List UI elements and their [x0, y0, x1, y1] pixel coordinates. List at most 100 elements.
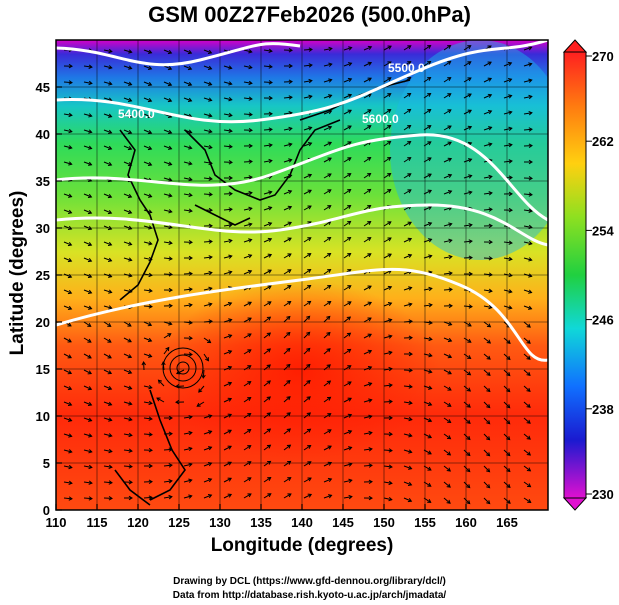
wind-arrow [463, 353, 471, 359]
wind-arrow [483, 465, 490, 473]
wind-arrowhead [486, 484, 491, 489]
wind-arrowhead [367, 77, 372, 82]
wind-arrowhead [208, 239, 213, 244]
wind-arrowhead [248, 80, 253, 86]
wind-arrow [443, 401, 452, 407]
wind-arrowhead [87, 322, 92, 327]
wind-arrowhead [67, 289, 73, 295]
wind-arrow [503, 401, 511, 408]
wind-arrow [403, 189, 412, 195]
wind-arrowhead [87, 273, 93, 279]
wind-arrow [363, 301, 372, 307]
wind-arrowhead [208, 223, 213, 229]
wind-arrow [323, 142, 332, 147]
wind-arrowhead [446, 451, 452, 456]
wind-arrowhead [447, 370, 452, 375]
wind-arrow [143, 496, 153, 499]
wind-arrowhead [508, 256, 513, 262]
wind-arrowhead [208, 255, 213, 260]
colorbar-tick-label: 262 [592, 134, 614, 149]
wind-arrowhead [67, 322, 72, 327]
wind-arrowhead [387, 237, 392, 242]
wind-arrow [403, 61, 411, 67]
wind-arrow [143, 225, 152, 229]
wind-arrowhead [488, 207, 493, 212]
wind-arrow [403, 417, 412, 421]
wind-arrow [63, 273, 72, 278]
wind-arrowhead [67, 370, 73, 375]
wind-arrow [443, 125, 452, 131]
wind-arrowhead [527, 46, 533, 51]
wind-arrowhead [347, 189, 352, 193]
wind-arrow [83, 353, 92, 359]
grid-lines [56, 40, 548, 510]
wind-arrow [223, 271, 232, 275]
wind-arrow [63, 257, 72, 262]
wind-arrow [383, 109, 391, 115]
wind-arrowhead [247, 429, 252, 433]
contour-label-5600: 5600.0 [362, 112, 399, 126]
wind-arrow [156, 397, 165, 403]
wind-arrowhead [427, 466, 432, 471]
wind-arrow [123, 369, 132, 374]
wind-arrowhead [427, 482, 432, 487]
wind-arrow [263, 128, 273, 131]
wind-arrowhead [247, 365, 252, 370]
wind-arrowhead [427, 44, 432, 49]
wind-arrow [303, 301, 311, 307]
wind-arrow [343, 463, 352, 467]
wind-arrowhead [348, 446, 353, 451]
wind-arrowhead [188, 320, 193, 325]
wind-arrow [303, 48, 313, 51]
wind-arrowhead [427, 141, 432, 146]
wind-arrowhead [428, 369, 433, 374]
wind-arrowhead [308, 63, 313, 68]
wind-arrow [443, 497, 451, 504]
wind-arrow [303, 95, 312, 99]
wind-arrowhead [508, 289, 513, 294]
wind-arrow [83, 129, 92, 133]
wind-arrow [103, 209, 112, 214]
wind-arrow [443, 433, 451, 440]
wind-arrowhead [506, 436, 511, 441]
wind-arrow [123, 433, 132, 436]
wind-arrowhead [447, 141, 452, 146]
wind-arrow [463, 465, 471, 472]
wind-arrowhead [228, 334, 233, 339]
wind-arrowhead [368, 463, 373, 468]
wind-arrow [303, 396, 311, 403]
wind-arrow [263, 380, 271, 387]
wind-arrowhead [486, 355, 491, 360]
wind-arrowhead [87, 193, 93, 199]
wind-arrow [383, 125, 391, 131]
wind-arrow [463, 224, 472, 227]
wind-arrowhead [508, 126, 513, 132]
wind-arrow [203, 320, 213, 323]
wind-arrow [243, 207, 252, 211]
wind-arrow [323, 126, 332, 131]
wind-arrowhead [268, 80, 273, 85]
wind-arrowhead [327, 301, 332, 305]
wind-arrowhead [328, 46, 333, 52]
wind-arrowhead [526, 467, 532, 472]
wind-arrowhead [168, 193, 173, 198]
wind-arrowhead [267, 285, 272, 290]
wind-arrow [483, 192, 492, 195]
wind-arrow [243, 81, 252, 84]
wind-arrow [363, 157, 371, 163]
wind-arrow [303, 189, 312, 195]
wind-arrowhead [107, 385, 113, 391]
wind-arrowhead [446, 435, 452, 440]
wind-arrow [363, 382, 372, 387]
wind-arrowhead [107, 161, 113, 167]
wind-arrow [183, 463, 192, 467]
wind-arrowhead [328, 62, 333, 67]
wind-arrow [503, 433, 511, 440]
wind-arrow [103, 433, 112, 437]
wind-arrowhead [308, 94, 313, 100]
wind-arrowhead [108, 305, 113, 310]
wind-arrowhead [107, 145, 113, 151]
wind-arrowhead [165, 346, 170, 352]
wind-arrowhead [408, 368, 413, 373]
wind-arrowhead [88, 433, 93, 438]
